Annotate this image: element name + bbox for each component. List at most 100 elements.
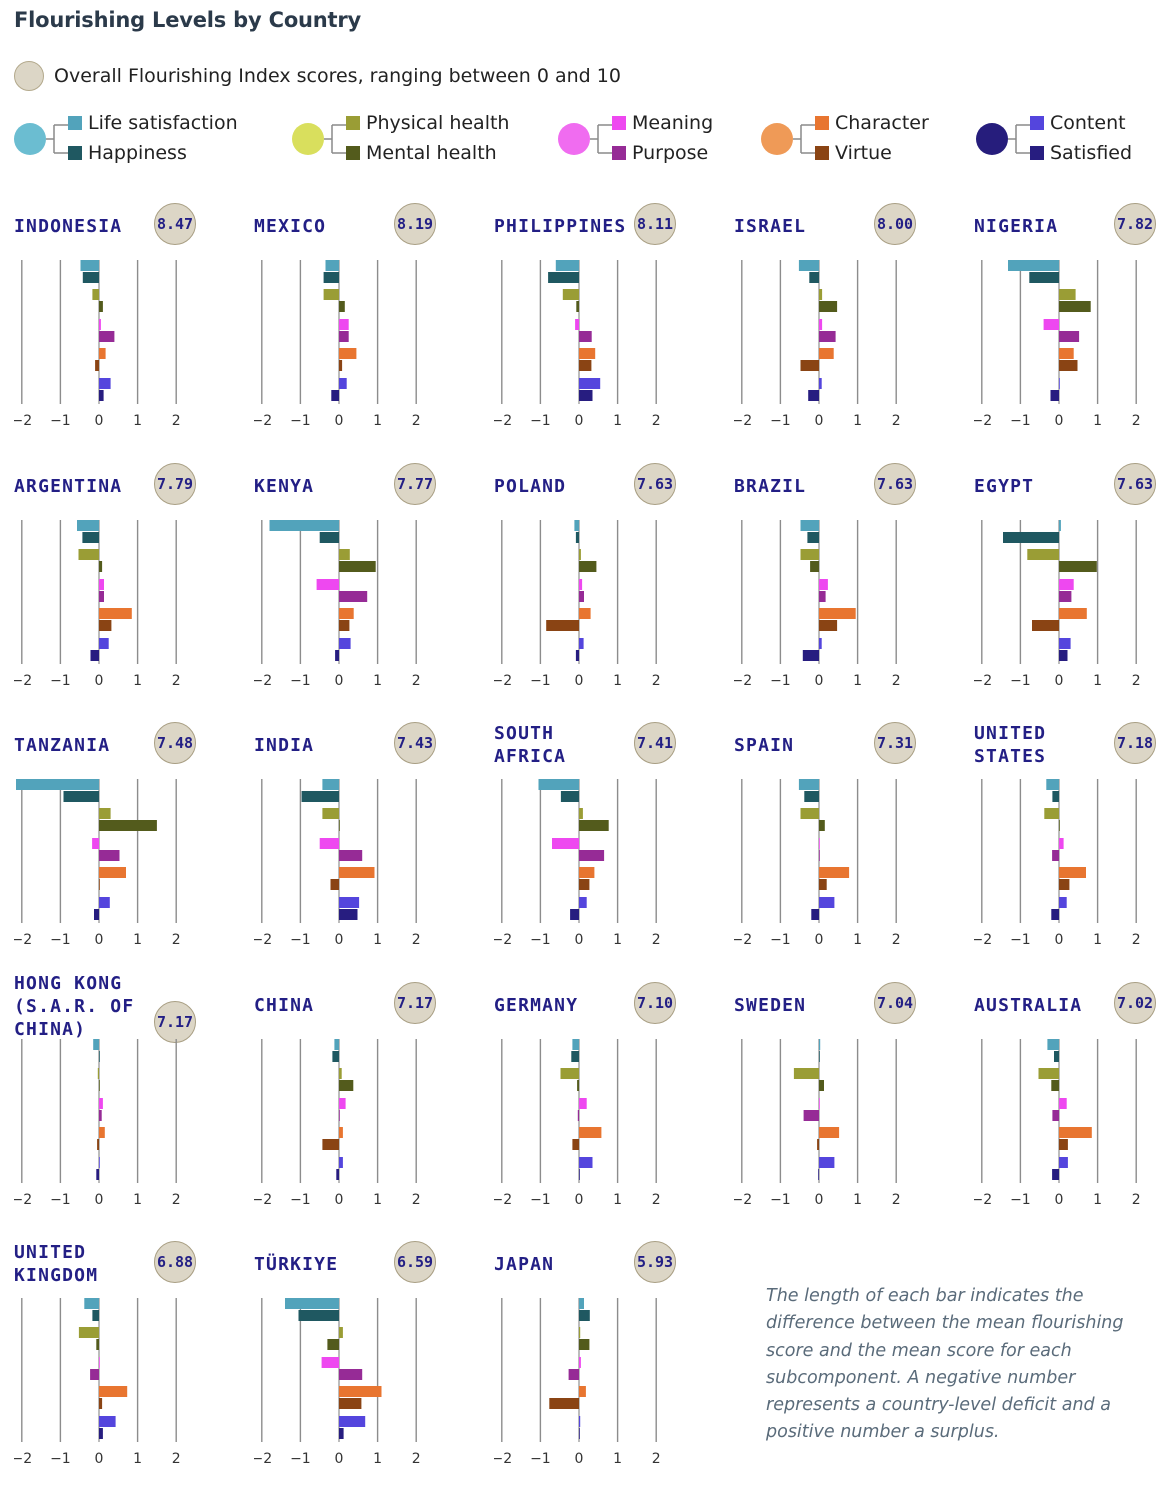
bar-satisfied — [96, 1169, 99, 1180]
bar-content — [1059, 897, 1067, 908]
bar-life-satisfaction — [800, 520, 819, 531]
x-tick-label: −1 — [50, 932, 71, 948]
bar-character — [579, 608, 591, 619]
bar-mental-health — [579, 820, 609, 831]
legend-bracket-icon — [46, 124, 68, 154]
bar-purpose — [339, 1369, 363, 1380]
country-panel: TÜRKIYE 6.59 −2 −1 0 1 2 — [254, 1236, 494, 1491]
legend-item: Virtue — [815, 142, 892, 164]
x-tick-label: 0 — [95, 1451, 104, 1467]
x-tick-label: 2 — [652, 1451, 661, 1467]
country-bar-chart: −2 −1 0 1 2 — [494, 779, 661, 948]
bar-meaning — [1059, 579, 1074, 590]
bar-content — [339, 378, 347, 389]
bar-satisfied — [1050, 390, 1059, 401]
bar-mental-health — [819, 820, 825, 831]
x-tick-label: −1 — [1010, 673, 1031, 689]
x-tick-label: 2 — [652, 1192, 661, 1208]
bar-life-satisfaction — [579, 1298, 584, 1309]
bar-meaning — [819, 319, 823, 330]
x-tick-label: 2 — [652, 413, 661, 429]
country-name-line: UNITED — [974, 723, 1047, 744]
overall-score-badge: 8.47 — [154, 203, 196, 245]
bar-mental-health — [339, 561, 376, 572]
bar-purpose — [819, 591, 826, 602]
bar-satisfied — [339, 1428, 344, 1439]
bar-meaning — [99, 1357, 100, 1368]
bar-mental-health — [339, 820, 340, 831]
x-tick-label: 1 — [1093, 413, 1102, 429]
bar-virtue — [549, 1398, 579, 1409]
bar-mental-health — [579, 1339, 590, 1350]
country-name: AUSTRALIA — [974, 994, 1082, 1017]
bar-virtue — [95, 360, 99, 371]
overall-score-badge: 8.19 — [394, 203, 436, 245]
overall-score-badge: 7.77 — [394, 463, 436, 505]
bar-meaning — [319, 838, 339, 849]
bar-mental-health — [1059, 301, 1091, 312]
bar-meaning — [579, 579, 583, 590]
bar-life-satisfaction — [1008, 260, 1059, 271]
country-name-line: UNITED — [14, 1242, 87, 1263]
x-tick-label: −1 — [530, 932, 551, 948]
bar-content — [339, 638, 351, 649]
bar-physical-health — [1038, 1068, 1059, 1079]
x-tick-label: 1 — [373, 673, 382, 689]
bar-life-satisfaction — [269, 520, 339, 531]
bar-life-satisfaction — [1047, 1039, 1059, 1050]
bar-physical-health — [579, 549, 581, 560]
bar-purpose — [99, 850, 120, 861]
bar-satisfied — [579, 1428, 580, 1439]
bar-happiness — [819, 1051, 820, 1062]
bar-virtue — [339, 620, 350, 631]
bar-physical-health — [323, 289, 339, 300]
x-tick-label: −1 — [770, 413, 791, 429]
bar-happiness — [319, 532, 339, 543]
overall-score-badge: 7.17 — [154, 1001, 196, 1043]
bar-character — [339, 348, 357, 359]
bar-purpose — [339, 850, 363, 861]
x-tick-label: −2 — [974, 932, 992, 948]
x-tick-label: −1 — [530, 413, 551, 429]
bar-mental-health — [99, 820, 157, 831]
bar-happiness — [92, 1310, 99, 1321]
bar-meaning — [579, 1357, 581, 1368]
bar-satisfied — [802, 650, 819, 661]
country-bar-chart: −2 −1 0 1 2 — [14, 779, 181, 948]
country-name-line: ISRAEL — [734, 216, 807, 237]
country-bar-chart: −2 −1 0 1 2 — [974, 1039, 1141, 1208]
country-name: HONG KONG (S.A.R. OF CHINA) — [14, 972, 134, 1041]
country-panel: TANZANIA 7.48 −2 −1 0 1 2 — [14, 717, 254, 972]
x-tick-label: −1 — [530, 673, 551, 689]
x-tick-label: 1 — [1093, 673, 1102, 689]
country-bar-chart: −2 −1 0 1 2 — [494, 1039, 661, 1208]
bar-happiness — [548, 272, 579, 283]
country-bar-chart: −2 −1 0 1 2 — [974, 779, 1141, 948]
bar-mental-health — [576, 301, 579, 312]
bar-life-satisfaction — [84, 1298, 99, 1309]
country-panel: INDONESIA 8.47 −2 −1 0 1 2 — [14, 198, 254, 453]
bar-physical-health — [800, 808, 819, 819]
country-panel: EGYPT 7.63 −2 −1 0 1 2 — [974, 458, 1176, 713]
country-name: SPAIN — [734, 734, 794, 757]
bar-life-satisfaction — [80, 260, 99, 271]
legend-item: Character — [815, 112, 929, 134]
country-bar-chart: −2 −1 0 1 2 — [254, 779, 421, 948]
bar-happiness — [301, 791, 339, 802]
bar-character — [819, 348, 834, 359]
bar-physical-health — [322, 808, 339, 819]
x-tick-label: 1 — [133, 932, 142, 948]
bar-mental-health — [99, 1080, 100, 1091]
country-name-line: AUSTRALIA — [974, 995, 1083, 1016]
bar-virtue — [1032, 620, 1059, 631]
country-name-line: BRAZIL — [734, 476, 807, 497]
bar-satisfied — [335, 650, 339, 661]
overall-score-badge: 7.02 — [1114, 982, 1156, 1024]
bar-character — [819, 867, 850, 878]
bar-happiness — [323, 272, 339, 283]
bar-happiness — [298, 1310, 339, 1321]
legend-item-label: Life satisfaction — [88, 112, 238, 134]
x-tick-label: −1 — [770, 932, 791, 948]
legend-item-label: Content — [1050, 112, 1126, 134]
chart-title: Flourishing Levels by Country — [14, 8, 362, 32]
